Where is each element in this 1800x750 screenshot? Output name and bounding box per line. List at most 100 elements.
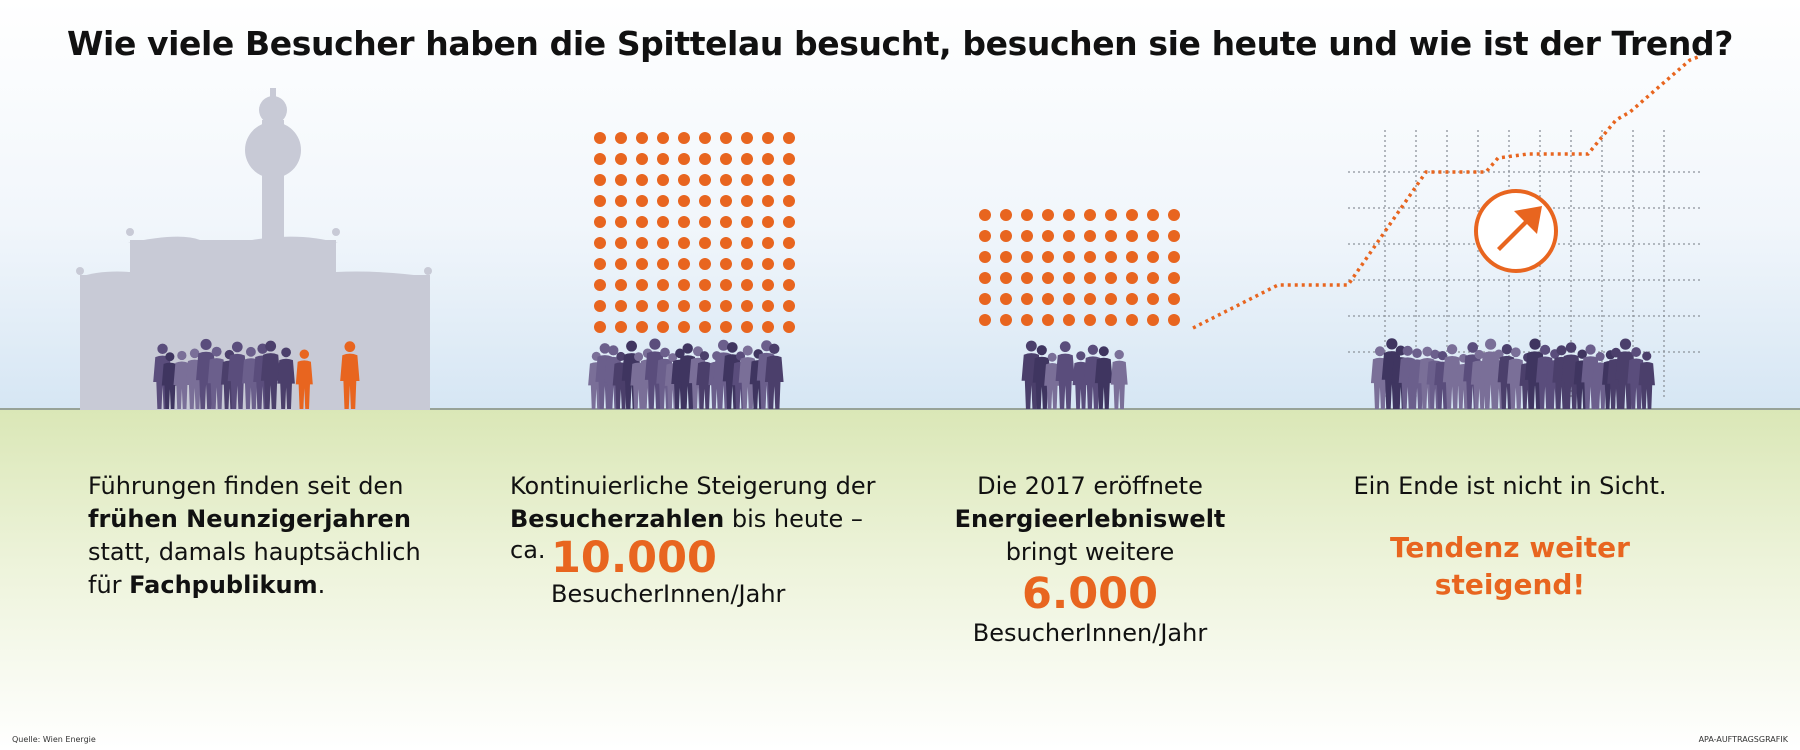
visitor-dot bbox=[1084, 272, 1096, 284]
visitor-dot bbox=[594, 321, 606, 333]
panel-2-line-1: Kontinuierliche Steigerung der bbox=[510, 472, 876, 500]
visitor-dot bbox=[657, 321, 669, 333]
visitor-dot bbox=[657, 279, 669, 291]
panel-2-text: Kontinuierliche Steigerung der Besucherz… bbox=[510, 470, 910, 536]
visitor-dot bbox=[615, 174, 627, 186]
ground-background bbox=[0, 408, 1800, 750]
visitor-dot bbox=[678, 321, 690, 333]
visitor-dot bbox=[594, 195, 606, 207]
visitor-dot bbox=[1084, 230, 1096, 242]
visitor-dot bbox=[1000, 314, 1012, 326]
visitor-dot bbox=[762, 216, 774, 228]
visitor-dot bbox=[1126, 251, 1138, 263]
visitor-dot bbox=[741, 153, 753, 165]
visitor-dot bbox=[699, 237, 711, 249]
visitor-dot bbox=[741, 174, 753, 186]
visitor-dot bbox=[615, 237, 627, 249]
visitor-dot bbox=[1063, 314, 1075, 326]
visitor-dot bbox=[699, 153, 711, 165]
visitor-dot bbox=[1168, 251, 1180, 263]
visitor-dot bbox=[678, 300, 690, 312]
visitor-dot bbox=[1021, 272, 1033, 284]
visitor-dot bbox=[1084, 209, 1096, 221]
page-title: Wie viele Besucher haben die Spittelau b… bbox=[67, 24, 1733, 63]
visitor-dot bbox=[1105, 314, 1117, 326]
visitor-dot bbox=[741, 237, 753, 249]
visitor-dot bbox=[783, 279, 795, 291]
visitor-dot bbox=[979, 230, 991, 242]
panel-1-line-4-suffix: . bbox=[317, 571, 326, 599]
panel-3-line-2: Energieerlebniswelt bbox=[930, 503, 1250, 536]
visitor-dot bbox=[636, 321, 648, 333]
panel-3-highlight: Energieerlebniswelt bbox=[954, 505, 1226, 533]
visitor-dot bbox=[720, 321, 732, 333]
visitor-dot bbox=[783, 321, 795, 333]
visitor-dot bbox=[1000, 272, 1012, 284]
panel-2-highlight: Besucherzahlen bbox=[510, 505, 725, 533]
visitor-dot bbox=[1168, 272, 1180, 284]
visitor-dot bbox=[699, 300, 711, 312]
visitor-dot bbox=[1063, 251, 1075, 263]
visitor-dot bbox=[1126, 230, 1138, 242]
visitor-dot bbox=[1168, 209, 1180, 221]
visitor-dot bbox=[741, 279, 753, 291]
visitor-dot bbox=[762, 153, 774, 165]
visitor-dot bbox=[594, 153, 606, 165]
visitor-dot bbox=[1042, 251, 1054, 263]
visitor-dot bbox=[636, 174, 648, 186]
visitor-dot bbox=[678, 174, 690, 186]
visitor-dot bbox=[979, 314, 991, 326]
visitor-dot bbox=[1126, 209, 1138, 221]
panel-1-line-2: frühen Neunzigerjahren bbox=[88, 503, 468, 536]
visitor-dot bbox=[636, 216, 648, 228]
visitor-dot bbox=[1105, 272, 1117, 284]
visitor-dot bbox=[657, 174, 669, 186]
visitor-dot bbox=[636, 258, 648, 270]
visitor-dot bbox=[1147, 272, 1159, 284]
visitor-dot bbox=[783, 174, 795, 186]
visitor-dot bbox=[720, 216, 732, 228]
panel-1-text: Führungen finden seit den frühen Neunzig… bbox=[88, 470, 468, 602]
credit-note: APA-AUFTRAGSGRAFIK bbox=[1698, 735, 1788, 744]
visitor-dot bbox=[615, 300, 627, 312]
visitor-dot bbox=[594, 174, 606, 186]
visitor-dot bbox=[979, 209, 991, 221]
panel-2-number: 10.000 bbox=[551, 533, 717, 583]
visitor-dot bbox=[720, 174, 732, 186]
arrow-up-right-icon bbox=[1474, 189, 1558, 273]
visitor-dot bbox=[1105, 230, 1117, 242]
visitor-dot bbox=[1084, 293, 1096, 305]
visitor-dot bbox=[762, 237, 774, 249]
visitor-dot bbox=[1000, 230, 1012, 242]
visitor-dot bbox=[762, 321, 774, 333]
visitor-dot bbox=[594, 237, 606, 249]
visitor-dot bbox=[762, 279, 774, 291]
visitor-dot bbox=[678, 279, 690, 291]
panel-4-text: Ein Ende ist nicht in Sicht. Tendenz wei… bbox=[1350, 470, 1670, 603]
visitor-dot bbox=[1021, 314, 1033, 326]
visitor-dot bbox=[1042, 209, 1054, 221]
dot-grid-10000-visitors bbox=[594, 132, 795, 333]
visitor-dot bbox=[1105, 251, 1117, 263]
visitor-dot bbox=[699, 195, 711, 207]
visitor-dot bbox=[1042, 314, 1054, 326]
visitor-dot bbox=[636, 237, 648, 249]
visitor-dot bbox=[678, 237, 690, 249]
visitor-dot bbox=[783, 216, 795, 228]
visitor-dot bbox=[741, 216, 753, 228]
visitor-dot bbox=[720, 153, 732, 165]
panel-3-unit: BesucherInnen/Jahr bbox=[972, 619, 1208, 647]
visitor-dot bbox=[1168, 293, 1180, 305]
panel-4-accent-2: steigend! bbox=[1434, 568, 1586, 601]
visitor-dot bbox=[783, 300, 795, 312]
dot-grid-6000-visitors bbox=[979, 209, 1180, 326]
visitor-dot bbox=[657, 300, 669, 312]
visitor-dot bbox=[720, 195, 732, 207]
panel-2-unit: BesucherInnen/Jahr bbox=[551, 580, 786, 608]
visitor-dot bbox=[699, 279, 711, 291]
visitor-dot bbox=[594, 258, 606, 270]
visitor-dot bbox=[720, 300, 732, 312]
visitor-dot bbox=[636, 132, 648, 144]
visitor-dot bbox=[762, 258, 774, 270]
